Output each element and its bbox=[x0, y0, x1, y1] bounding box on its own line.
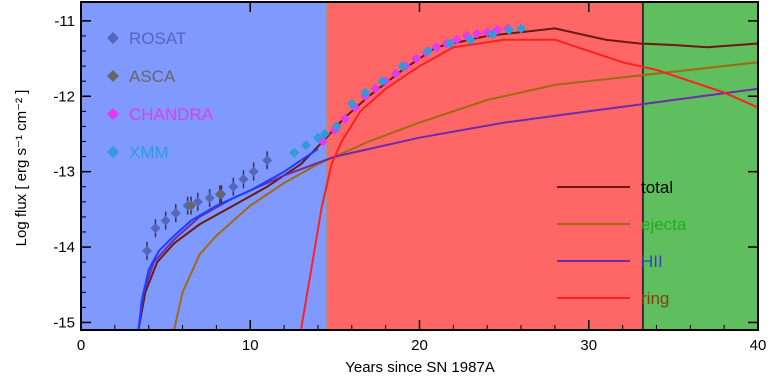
region-1 bbox=[81, 2, 327, 330]
svg-text:ring: ring bbox=[641, 289, 669, 308]
obs-point-xmm bbox=[444, 38, 455, 49]
region-3 bbox=[642, 2, 758, 330]
obs-point-chandra bbox=[390, 68, 401, 79]
legend-item-ejecta: ejecta bbox=[557, 215, 687, 234]
svg-text:ASCA: ASCA bbox=[129, 67, 176, 86]
obs-point-chandra bbox=[370, 83, 381, 94]
obs-point-chandra bbox=[451, 34, 462, 45]
obs-point-rosat bbox=[142, 241, 153, 260]
obs-point-asca bbox=[186, 196, 197, 215]
svg-text:total: total bbox=[641, 178, 673, 197]
obs-point-xmm bbox=[289, 147, 300, 158]
legend-item-xmm: XMM bbox=[107, 143, 169, 162]
model-legend: total ejecta HII ring bbox=[557, 178, 687, 308]
obs-point-chandra bbox=[329, 125, 340, 136]
obs-point-rosat bbox=[160, 211, 171, 230]
x-tick-label: 0 bbox=[77, 337, 85, 354]
obs-point-rosat bbox=[170, 204, 181, 223]
legend-item-chandra: CHANDRA bbox=[107, 105, 214, 124]
svg-text:HII: HII bbox=[641, 252, 663, 271]
obs-point-rosat bbox=[248, 162, 259, 181]
obs-point-xmm bbox=[516, 23, 527, 34]
x-axis-label: Years since SN 1987A bbox=[345, 359, 495, 376]
obs-point-xmm bbox=[377, 76, 388, 87]
x-tick-label: 30 bbox=[580, 337, 597, 354]
svg-text:XMM: XMM bbox=[129, 143, 169, 162]
x-tick-label: 40 bbox=[750, 337, 767, 354]
obs-point-xmm bbox=[504, 24, 515, 35]
svg-text:ejecta: ejecta bbox=[641, 215, 687, 234]
svg-text:CHANDRA: CHANDRA bbox=[129, 105, 214, 124]
obs-point-xmm bbox=[331, 121, 342, 132]
obs-point-rosat bbox=[228, 177, 239, 196]
obs-point-xmm bbox=[360, 87, 371, 98]
y-tick-label: -12 bbox=[53, 88, 75, 105]
obs-point-rosat bbox=[150, 219, 161, 238]
obs-point-chandra bbox=[472, 28, 483, 39]
legend-item-asca: ASCA bbox=[107, 67, 176, 86]
background-regions bbox=[81, 2, 758, 330]
legend-item-rosat: ROSAT bbox=[107, 29, 186, 48]
legend-item-hii: HII bbox=[557, 252, 663, 271]
y-tick-label: -13 bbox=[53, 164, 75, 181]
obs-point-rosat bbox=[192, 192, 203, 211]
obs-point-rosat bbox=[238, 170, 249, 189]
obs-point-rosat bbox=[262, 151, 273, 170]
obs-point-chandra bbox=[340, 113, 351, 124]
observation-markers bbox=[142, 23, 527, 260]
obs-point-xmm bbox=[312, 132, 323, 143]
series-line-ring bbox=[300, 38, 759, 331]
obs-point-xmm bbox=[487, 29, 498, 40]
svg-text:ROSAT: ROSAT bbox=[129, 29, 186, 48]
series-line-ejecta bbox=[173, 61, 759, 331]
legend-item-total: total bbox=[557, 178, 673, 197]
obs-point-xmm bbox=[422, 46, 433, 57]
obs-point-chandra bbox=[411, 53, 422, 64]
obs-point-asca bbox=[214, 185, 225, 204]
region-2 bbox=[326, 2, 643, 330]
obs-point-xmm bbox=[319, 128, 330, 139]
obs-point-rosat bbox=[204, 189, 215, 208]
obs-point-xmm bbox=[301, 140, 312, 151]
observation-legend: ROSAT ASCA CHANDRA XMM bbox=[107, 29, 214, 162]
y-tick-label: -11 bbox=[54, 13, 75, 30]
fit-line bbox=[137, 148, 319, 331]
y-tick-label: -14 bbox=[53, 239, 75, 256]
obs-point-xmm bbox=[346, 98, 357, 109]
obs-point-chandra bbox=[431, 42, 442, 53]
y-axis-label: Log flux [ erg s⁻¹ cm⁻² ] bbox=[13, 90, 30, 247]
axes: 0 10 20 30 40 -15 -14 -13 -12 -11 bbox=[53, 2, 766, 354]
y-tick-label: -15 bbox=[53, 314, 75, 331]
obs-point-xmm bbox=[397, 61, 408, 72]
x-tick-label: 20 bbox=[411, 337, 428, 354]
x-tick-label: 10 bbox=[242, 337, 259, 354]
legend-item-ring: ring bbox=[557, 289, 669, 308]
obs-point-xmm bbox=[465, 34, 476, 45]
